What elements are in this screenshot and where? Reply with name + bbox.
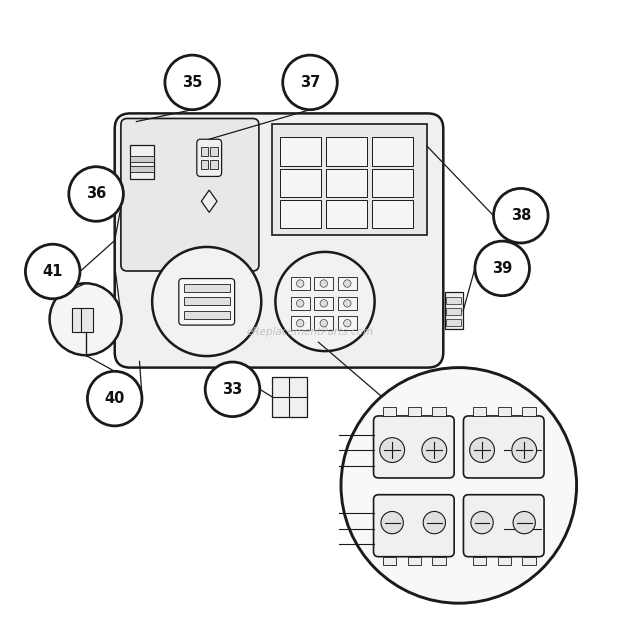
Circle shape xyxy=(379,438,404,462)
Circle shape xyxy=(69,167,123,221)
Bar xyxy=(338,277,356,291)
Circle shape xyxy=(320,319,327,327)
Circle shape xyxy=(296,280,304,287)
Bar xyxy=(473,407,487,416)
Circle shape xyxy=(320,300,327,307)
Text: 37: 37 xyxy=(300,75,320,90)
Text: eReplacementParts.com: eReplacementParts.com xyxy=(246,327,374,336)
Bar xyxy=(130,146,154,179)
FancyBboxPatch shape xyxy=(464,416,544,478)
Polygon shape xyxy=(202,190,217,212)
Bar xyxy=(210,147,218,156)
FancyBboxPatch shape xyxy=(373,495,454,556)
Bar xyxy=(408,556,422,565)
Circle shape xyxy=(381,511,404,534)
Bar xyxy=(446,296,461,304)
Bar xyxy=(473,556,487,565)
Bar xyxy=(200,147,208,156)
Bar xyxy=(184,311,229,319)
Circle shape xyxy=(25,244,80,299)
Circle shape xyxy=(343,280,351,287)
Bar xyxy=(280,169,321,197)
Bar xyxy=(291,296,309,310)
Bar xyxy=(522,407,536,416)
Bar xyxy=(498,556,511,565)
Bar xyxy=(326,200,366,228)
Bar xyxy=(314,277,333,291)
Bar xyxy=(446,319,461,326)
Bar xyxy=(280,137,321,166)
Circle shape xyxy=(296,300,304,307)
Circle shape xyxy=(475,241,529,296)
Text: 41: 41 xyxy=(43,264,63,279)
Circle shape xyxy=(165,55,219,109)
Circle shape xyxy=(296,319,304,327)
Circle shape xyxy=(471,511,494,534)
Text: 38: 38 xyxy=(511,208,531,223)
Circle shape xyxy=(341,368,577,603)
Circle shape xyxy=(512,438,537,462)
Circle shape xyxy=(513,511,536,534)
Bar xyxy=(200,160,208,169)
Bar xyxy=(272,123,427,235)
Text: 40: 40 xyxy=(105,391,125,406)
Bar xyxy=(383,407,397,416)
Circle shape xyxy=(470,438,495,462)
Bar xyxy=(383,556,397,565)
Bar xyxy=(338,296,356,310)
Circle shape xyxy=(50,283,122,355)
Circle shape xyxy=(320,280,327,287)
Circle shape xyxy=(152,247,261,356)
Bar xyxy=(338,316,356,330)
Bar xyxy=(314,316,333,330)
Text: 39: 39 xyxy=(492,261,512,276)
Bar xyxy=(372,200,412,228)
Bar xyxy=(280,200,321,228)
Bar xyxy=(130,156,154,162)
FancyBboxPatch shape xyxy=(197,139,221,176)
Bar xyxy=(372,169,412,197)
Bar xyxy=(446,308,461,315)
Circle shape xyxy=(423,511,446,534)
Bar xyxy=(433,407,446,416)
Bar xyxy=(184,297,229,305)
FancyBboxPatch shape xyxy=(121,118,259,271)
FancyBboxPatch shape xyxy=(115,113,443,368)
Bar xyxy=(72,308,84,331)
Text: 35: 35 xyxy=(182,75,202,90)
Bar xyxy=(498,407,511,416)
Bar xyxy=(272,377,306,417)
Circle shape xyxy=(422,438,446,462)
Circle shape xyxy=(283,55,337,109)
Circle shape xyxy=(275,252,374,351)
Bar xyxy=(184,284,229,291)
Bar xyxy=(522,556,536,565)
Bar xyxy=(326,169,366,197)
Bar xyxy=(81,308,93,331)
Bar xyxy=(291,316,309,330)
Text: 33: 33 xyxy=(223,382,242,397)
FancyBboxPatch shape xyxy=(373,416,454,478)
FancyBboxPatch shape xyxy=(464,495,544,556)
Circle shape xyxy=(494,188,548,243)
Bar xyxy=(326,137,366,166)
Bar xyxy=(408,407,422,416)
Bar xyxy=(433,556,446,565)
Bar xyxy=(445,293,463,329)
Circle shape xyxy=(87,371,142,426)
Bar xyxy=(372,137,412,166)
FancyBboxPatch shape xyxy=(179,279,234,325)
Circle shape xyxy=(205,362,260,417)
Circle shape xyxy=(343,319,351,327)
Circle shape xyxy=(343,300,351,307)
Bar xyxy=(314,296,333,310)
Bar xyxy=(210,160,218,169)
Bar xyxy=(130,166,154,172)
Text: 36: 36 xyxy=(86,186,106,202)
Bar xyxy=(291,277,309,291)
